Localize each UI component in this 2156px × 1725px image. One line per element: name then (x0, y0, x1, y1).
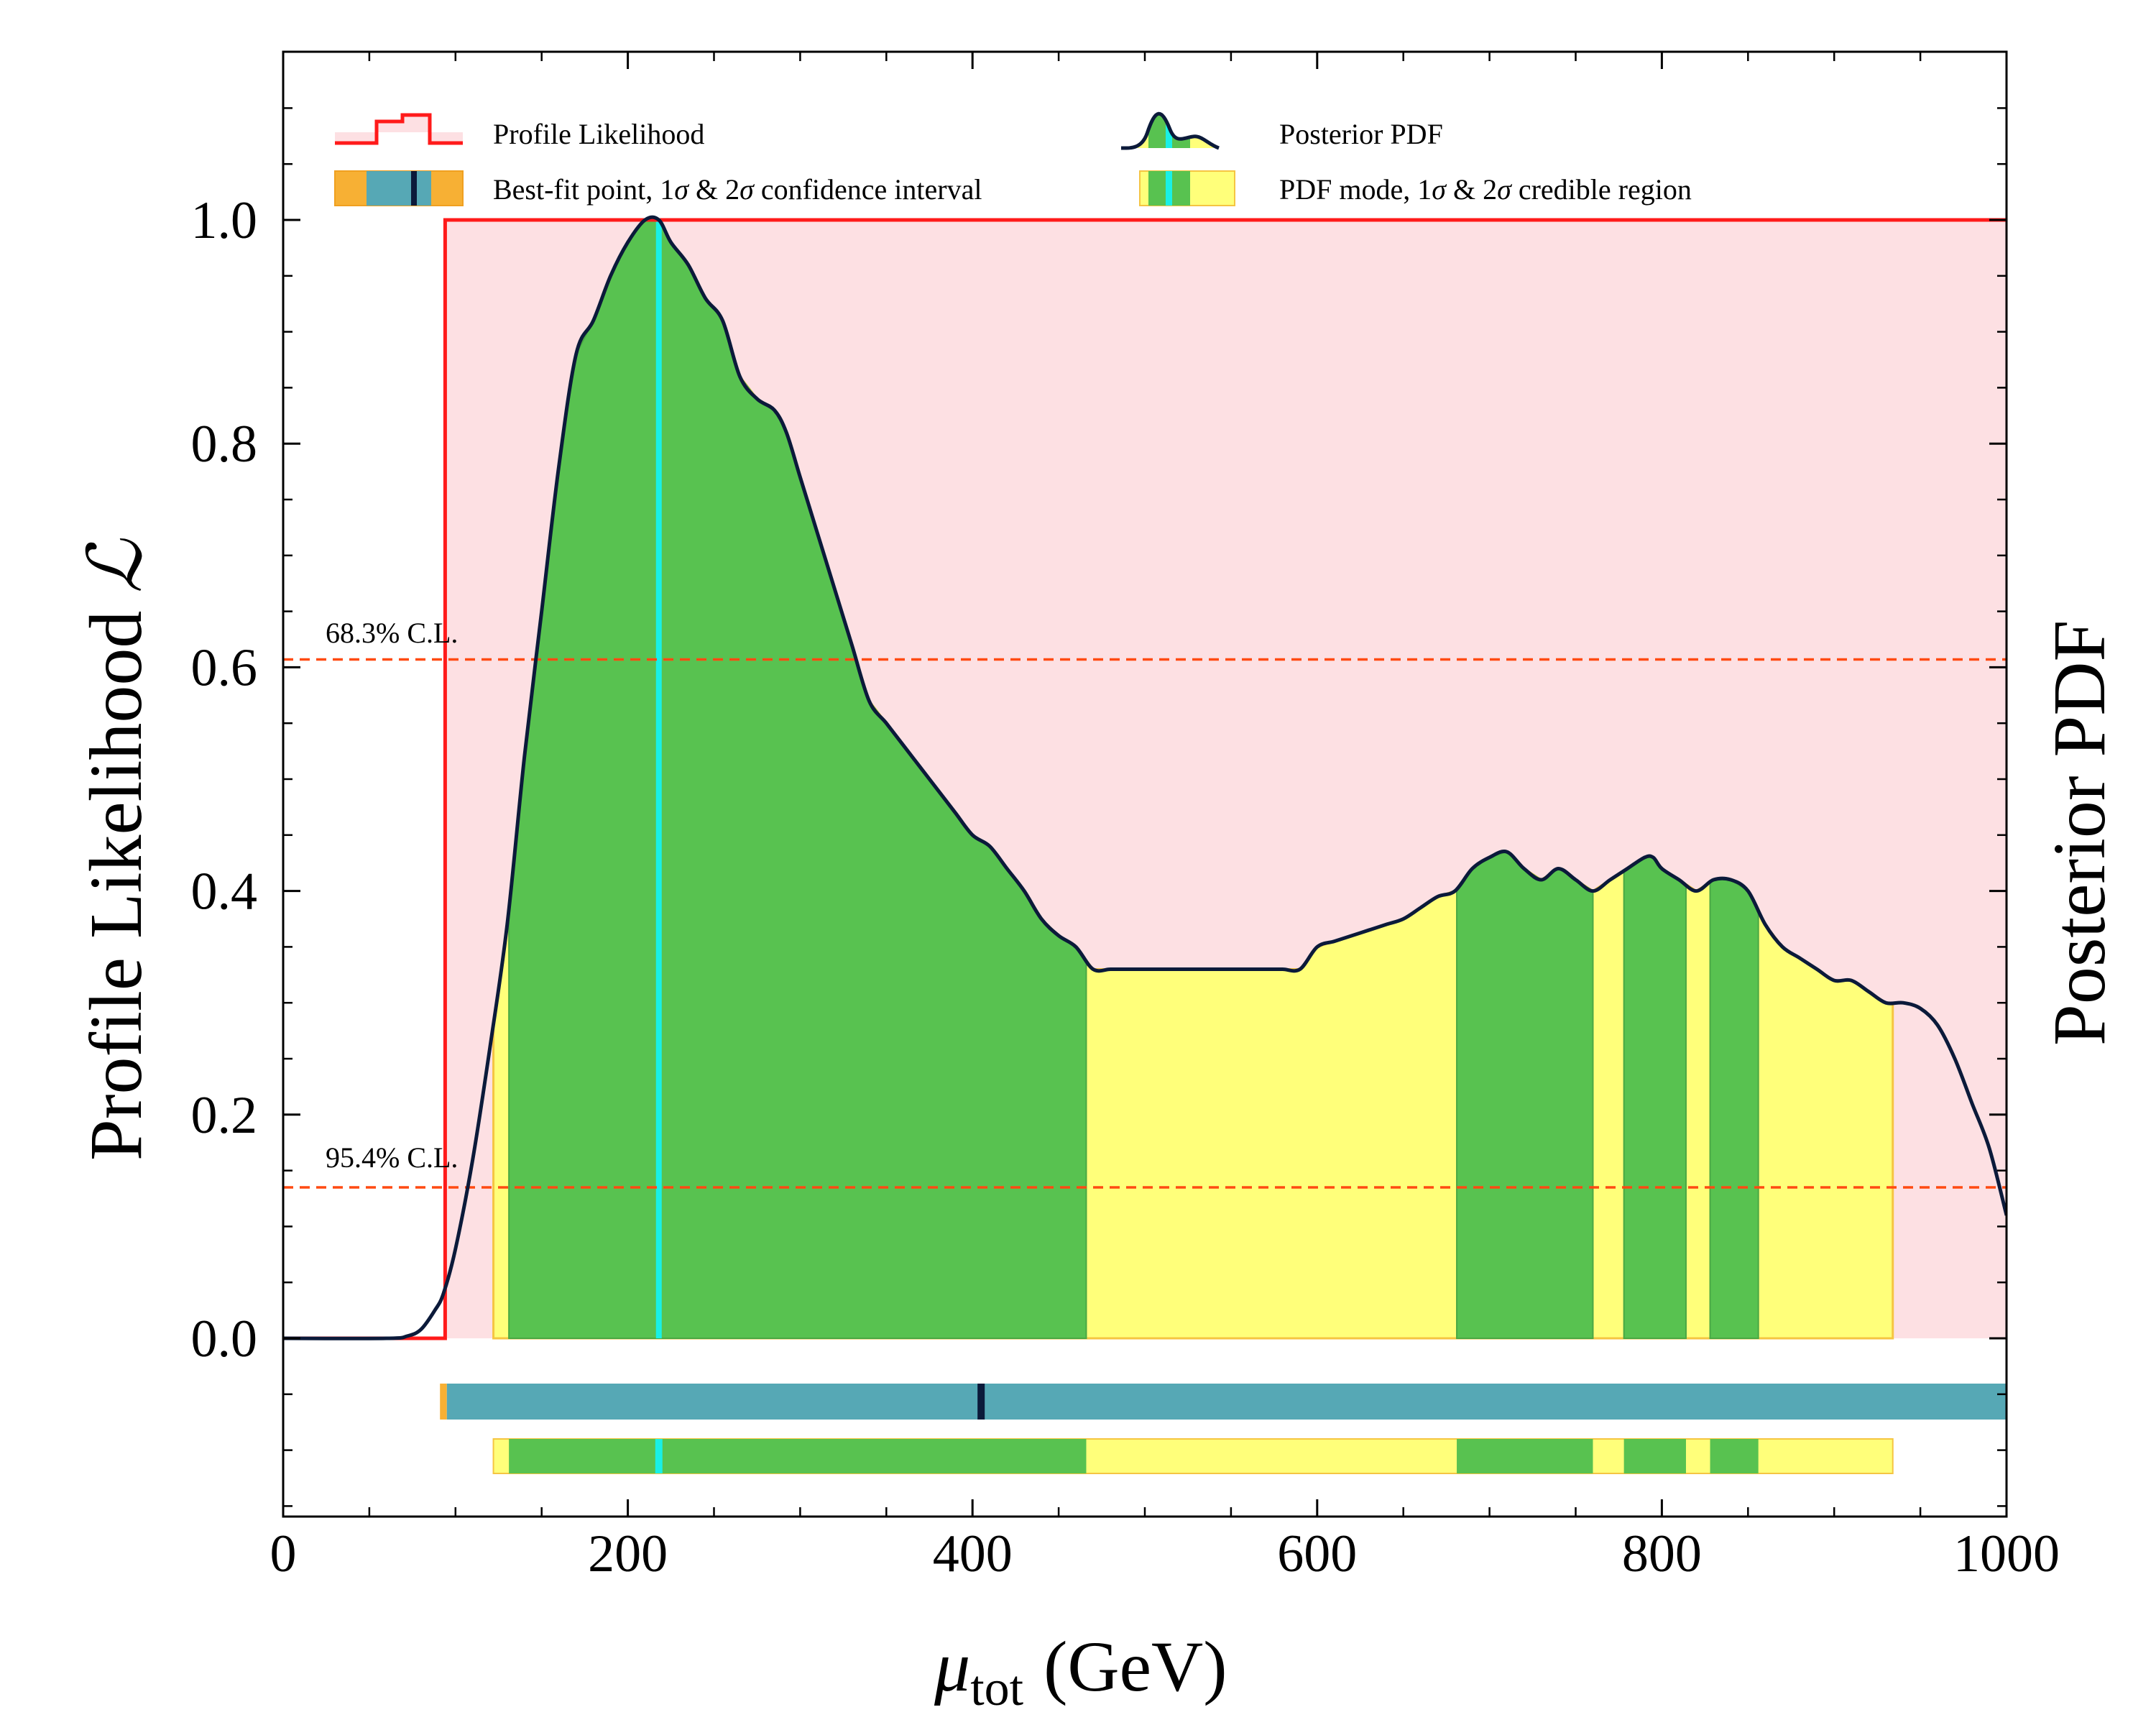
y-tick-label: 0.6 (191, 638, 258, 697)
x-tick-label: 200 (588, 1524, 668, 1583)
legend-bestfit-label: Best-fit point, 1σ & 2σ confidence inter… (493, 173, 982, 206)
x-tick-label: 0 (270, 1524, 297, 1583)
cl-95-label: 95.4% C.L. (326, 1141, 458, 1174)
cl-68-label: 68.3% C.L. (326, 617, 458, 649)
y-tick-label: 0.8 (191, 415, 258, 474)
y-tick-label: 0.4 (191, 862, 258, 921)
pdf-mode-marker (655, 1439, 663, 1473)
y-tick-label: 0.2 (191, 1086, 258, 1145)
profile-likelihood-line (283, 218, 2007, 1340)
credible-1sigma-region (1623, 856, 1687, 1339)
credible-1sigma-bar (509, 1439, 1087, 1473)
legend-mode-label: PDF mode, 1σ & 2σ credible region (1279, 173, 1692, 206)
confidence-2sigma-bar (440, 1384, 447, 1420)
legend: Profile Likelihood Best-fit point, 1σ & … (334, 111, 1692, 206)
x-axis-title: μtot (GeV) (934, 1627, 1227, 1716)
y-axis-title-right: Posterior PDF (2038, 620, 2121, 1046)
best-fit-marker (977, 1384, 985, 1420)
legend-profile-label: Profile Likelihood (493, 118, 704, 150)
credible-1sigma-region (1709, 879, 1759, 1339)
y-tick-label: 0.0 (191, 1310, 258, 1368)
credible-1sigma-bar (1710, 1439, 1759, 1473)
legend-mode-swatch (1139, 170, 1235, 206)
credible-1sigma-bar (1623, 1439, 1686, 1473)
legend-bestfit-swatch (334, 170, 464, 206)
legend-pdf-swatch (1120, 111, 1220, 150)
x-tick-label: 400 (933, 1524, 1013, 1583)
legend-pdf-label: Posterior PDF (1279, 118, 1443, 150)
credible-1sigma-bar (1457, 1439, 1593, 1473)
x-tick-label: 600 (1277, 1524, 1357, 1583)
y-axis-title-left: Profile Likelihoodℒ (71, 538, 159, 1161)
y-tick-label: 1.0 (191, 191, 258, 250)
posterior-pdf-line (283, 215, 2007, 1340)
credible-1sigma-region (1456, 851, 1594, 1339)
legend-profile-swatch (335, 113, 463, 145)
x-tick-label: 800 (1622, 1524, 1702, 1583)
confidence-1sigma-bar (446, 1384, 2007, 1420)
x-tick-label: 1000 (1953, 1524, 2060, 1583)
